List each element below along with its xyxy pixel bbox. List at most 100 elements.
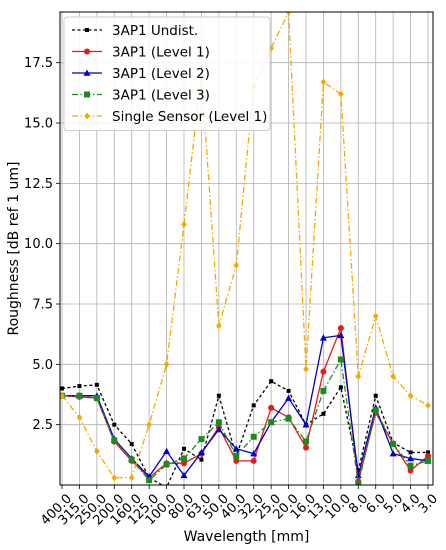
data-point xyxy=(163,461,170,468)
data-point xyxy=(182,446,186,451)
data-point xyxy=(285,12,292,16)
data-point xyxy=(180,471,188,479)
data-point xyxy=(355,372,362,380)
data-point xyxy=(303,438,309,445)
data-point xyxy=(76,413,83,421)
data-point xyxy=(407,462,414,469)
data-point xyxy=(407,454,415,462)
data-point xyxy=(408,450,413,455)
data-point xyxy=(60,386,64,391)
series-2 xyxy=(60,325,431,485)
data-point xyxy=(60,392,65,400)
data-point xyxy=(319,334,327,341)
data-point xyxy=(146,477,153,484)
data-point xyxy=(181,460,187,467)
data-point xyxy=(84,48,90,55)
data-point xyxy=(111,474,118,482)
data-point xyxy=(372,407,379,414)
data-point xyxy=(129,441,134,446)
y-tick-label: 15.0 xyxy=(24,117,53,132)
series-line xyxy=(61,380,428,485)
data-point xyxy=(320,368,327,375)
data-point xyxy=(337,325,344,332)
data-point xyxy=(146,421,152,429)
data-point xyxy=(390,372,396,380)
data-point xyxy=(320,78,327,86)
data-point xyxy=(338,90,344,98)
data-point xyxy=(77,384,82,389)
data-point xyxy=(216,322,222,330)
data-point xyxy=(372,312,379,320)
data-point xyxy=(250,457,257,464)
legend-box xyxy=(63,16,271,131)
data-point xyxy=(76,392,83,399)
legend-label: Single Sensor (Level 1) xyxy=(112,109,267,125)
data-point xyxy=(354,471,362,479)
data-point xyxy=(197,448,205,456)
data-point xyxy=(285,415,292,422)
y-tick-label: 10.0 xyxy=(24,237,53,252)
data-point xyxy=(320,387,327,394)
series-1 xyxy=(60,379,430,485)
data-point xyxy=(181,455,187,462)
data-point xyxy=(337,356,344,363)
data-point xyxy=(94,382,99,387)
x-axis-label: Wavelength [mm] xyxy=(184,529,310,545)
data-point xyxy=(232,445,240,452)
data-point xyxy=(269,379,274,384)
legend-label: 3AP1 Undist. xyxy=(112,23,198,39)
data-point xyxy=(303,444,309,451)
data-point xyxy=(407,392,414,400)
data-point xyxy=(84,91,90,98)
data-point xyxy=(426,450,430,455)
data-point xyxy=(233,453,240,460)
y-tick-label: 5.0 xyxy=(32,358,53,373)
data-point xyxy=(390,440,397,447)
data-point xyxy=(302,421,310,428)
data-point xyxy=(181,220,187,228)
data-point xyxy=(111,437,118,444)
legend-label: 3AP1 (Level 3) xyxy=(112,88,210,104)
plot-frame xyxy=(59,11,434,486)
legend-label: 3AP1 (Level 1) xyxy=(112,45,210,61)
data-point xyxy=(268,404,275,411)
data-point xyxy=(250,433,257,440)
x-tick-label: 3.0 xyxy=(416,491,441,516)
series-line xyxy=(61,327,429,482)
data-point xyxy=(268,419,275,426)
legend: 3AP1 Undist. 3AP1 (Level 1) 3AP1 (Level 2)… xyxy=(63,16,271,131)
y-tick-label: 2.5 xyxy=(32,418,53,433)
data-point xyxy=(250,450,258,457)
data-point xyxy=(425,401,431,409)
data-point xyxy=(407,467,414,474)
data-point xyxy=(93,395,100,402)
data-point xyxy=(425,453,431,460)
data-point xyxy=(128,456,135,463)
data-point xyxy=(128,474,135,482)
data-point xyxy=(233,261,240,269)
data-point xyxy=(84,112,90,120)
data-point xyxy=(425,457,431,464)
data-point xyxy=(303,365,309,373)
data-point xyxy=(163,360,170,368)
data-point xyxy=(83,69,91,76)
data-point xyxy=(286,388,291,393)
y-tick-label: 12.5 xyxy=(24,177,53,192)
data-point xyxy=(355,480,362,485)
series-line xyxy=(62,357,429,484)
y-tick-label: 17.5 xyxy=(24,56,53,71)
data-point xyxy=(198,436,205,443)
data-point xyxy=(215,419,222,426)
series-4 xyxy=(60,356,431,485)
legend-label: 3AP1 (Level 2) xyxy=(112,66,210,82)
data-point xyxy=(94,447,100,455)
data-point xyxy=(389,450,397,457)
y-axis-label: Roughness [dB ref 1 um] xyxy=(6,162,22,336)
data-point xyxy=(251,403,256,408)
data-point xyxy=(215,425,223,433)
data-point xyxy=(321,411,326,416)
data-point xyxy=(338,385,343,390)
data-point xyxy=(216,393,221,398)
series-line xyxy=(61,12,429,479)
